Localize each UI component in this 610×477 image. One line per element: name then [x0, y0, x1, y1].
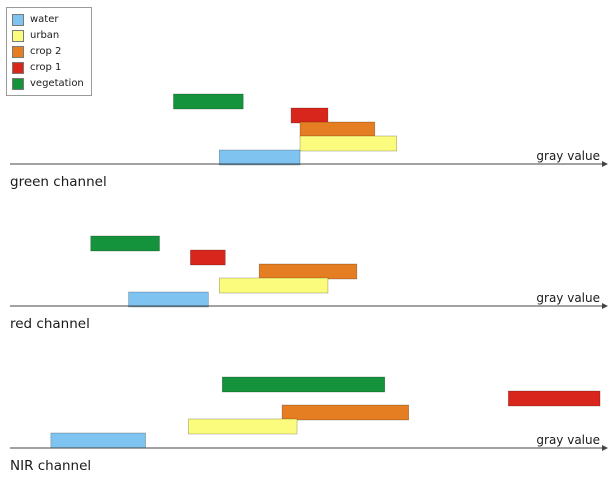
- legend-item-urban: urban: [12, 29, 59, 43]
- axis-label-2: gray value: [536, 433, 600, 447]
- legend: water urban crop 2 crop 1 vegetation: [6, 7, 92, 96]
- channel-title-1: red channel: [10, 316, 90, 332]
- axis-label-1: gray value: [536, 291, 600, 305]
- bar-water-0: [219, 149, 301, 166]
- bar-crop1-0: [290, 107, 329, 124]
- channel-title-0: green channel: [10, 174, 107, 190]
- bar-vegetation-2: [221, 376, 386, 393]
- bar-crop1-2: [508, 390, 601, 407]
- axis-arrow-1: [602, 303, 608, 309]
- legend-label-crop2: crop 2: [30, 46, 62, 57]
- legend-swatch-urban: [12, 30, 24, 42]
- axis-arrow-0: [602, 161, 608, 167]
- legend-item-crop2: crop 2: [12, 45, 61, 59]
- axis-arrow-2: [602, 445, 608, 451]
- bar-urban-0: [299, 135, 398, 152]
- bar-water-1: [128, 291, 209, 308]
- bar-crop2-2: [281, 404, 409, 421]
- bar-crop1-1: [190, 249, 226, 266]
- legend-item-crop1: crop 1: [12, 61, 61, 75]
- legend-swatch-crop1: [12, 62, 24, 74]
- bar-vegetation-0: [173, 93, 244, 110]
- legend-swatch-water: [12, 14, 24, 26]
- bar-crop2-0: [299, 121, 376, 138]
- legend-label-vegetation: vegetation: [30, 78, 84, 89]
- legend-label-urban: urban: [30, 30, 60, 41]
- legend-swatch-vegetation: [12, 78, 24, 90]
- channel-title-2: NIR channel: [10, 458, 91, 474]
- bar-urban-1: [219, 277, 329, 294]
- legend-label-crop1: crop 1: [30, 62, 62, 73]
- axis-label-0: gray value: [536, 149, 600, 163]
- legend-swatch-crop2: [12, 46, 24, 58]
- legend-item-water: water: [12, 13, 59, 27]
- legend-label-water: water: [30, 14, 59, 25]
- bar-crop2-1: [258, 263, 358, 280]
- legend-item-vegetation: vegetation: [12, 77, 84, 91]
- bar-water-2: [50, 432, 146, 449]
- bar-vegetation-1: [90, 235, 160, 252]
- bar-urban-2: [188, 418, 298, 435]
